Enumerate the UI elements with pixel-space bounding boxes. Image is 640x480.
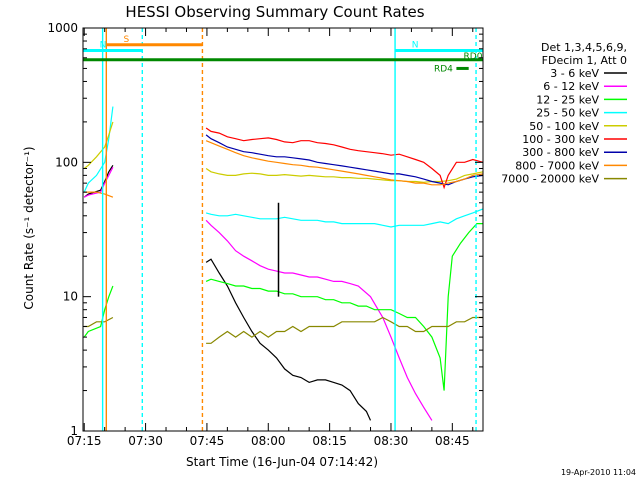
x-tick-label-5: 08:15 xyxy=(312,434,347,448)
y-tick-label-1: 1 xyxy=(70,424,78,438)
legend-header-line-2: FDecim 1, Att 0 xyxy=(542,54,627,67)
legend-label-7000-20000-kev: 7000 - 20000 keV xyxy=(501,173,599,186)
series-line-800-7000-kev-2 xyxy=(205,140,484,186)
legend-label-100-300-kev: 100 - 300 keV xyxy=(522,133,599,146)
series-line-25-50-kev-2 xyxy=(205,208,484,228)
interval-label-rd4-5: RD4 xyxy=(434,64,453,74)
legend-label-300-800-kev: 300 - 800 keV xyxy=(522,146,599,159)
series-line-7000-20000-kev-1 xyxy=(84,316,114,328)
y-axis-title: Count Rate (s⁻¹ detector⁻¹) xyxy=(22,146,36,309)
chart-title: HESSI Observing Summary Count Rates xyxy=(125,3,424,21)
x-tick-label-2: 07:30 xyxy=(128,434,163,448)
series-line-12-25-kev-1 xyxy=(83,285,114,338)
footer-date: 19-Apr-2010 11:04 xyxy=(561,468,636,477)
axis-ticks: 07:15 07:30 07:45 08:00 08:15 08:30 08:45 1 10 10… xyxy=(47,21,483,448)
x-tick-label-7: 08:45 xyxy=(435,434,470,448)
interval-label-n-3: N xyxy=(412,40,419,50)
plot-frame xyxy=(82,27,484,432)
series-line-7000-20000-kev-2 xyxy=(206,316,483,344)
series-line-50-100-kev-1 xyxy=(83,121,114,169)
y-tick-label-2: 10 xyxy=(63,290,78,304)
series-line-300-800-kev-1 xyxy=(205,134,484,186)
x-tick-label-6: 08:30 xyxy=(374,434,409,448)
plot-annotations: S N N RD0 RD4 xyxy=(83,28,483,431)
legend-label-50-100-kev: 50 - 100 keV xyxy=(529,120,599,133)
legend-label-3-6-kev: 3 - 6 keV xyxy=(550,67,599,80)
legend-label-800-7000-kev: 800 - 7000 keV xyxy=(515,159,599,172)
interval-label-n-2: N xyxy=(100,40,107,50)
series-line-6-12-kev-2 xyxy=(205,219,433,421)
x-axis-title: Start Time (16-Jun-04 07:14:42) xyxy=(186,455,378,469)
series-line-3-6-kev-2 xyxy=(205,258,372,421)
y-tick-label-4: 1000 xyxy=(47,21,78,35)
plot-series xyxy=(83,106,484,421)
legend-label-12-25-kev: 12 - 25 keV xyxy=(536,93,599,106)
legend-label-6-12-kev: 6 - 12 keV xyxy=(543,80,599,93)
series-line-12-25-kev-2 xyxy=(205,223,483,391)
y-tick-label-3: 100 xyxy=(55,155,78,169)
x-tick-label-3: 07:45 xyxy=(190,434,225,448)
series-line-100-300-kev-1 xyxy=(205,127,484,190)
legend: Det 1,3,4,5,6,9, FDecim 1, Att 0 3 - 6 k… xyxy=(501,41,627,186)
x-tick-label-1: 07:15 xyxy=(67,434,102,448)
x-tick-label-4: 08:00 xyxy=(251,434,286,448)
series-line-25-50-kev-1 xyxy=(83,106,114,193)
legend-header-line-1: Det 1,3,4,5,6,9, xyxy=(541,41,627,54)
interval-label-rd0-4: RD0 xyxy=(464,52,483,62)
interval-label-s-1: S xyxy=(123,35,129,45)
legend-label-25-50-kev: 25 - 50 keV xyxy=(536,107,599,120)
